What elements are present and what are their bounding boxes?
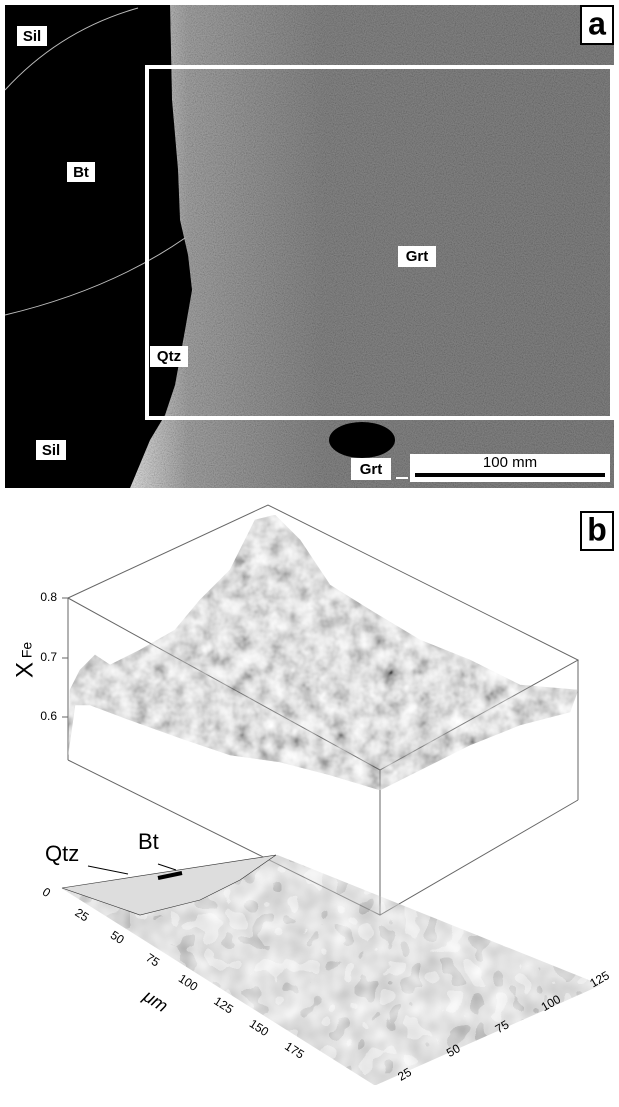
x-tick-label: 50 bbox=[108, 928, 127, 947]
annotation: Qtz bbox=[45, 841, 79, 866]
z-tick-label: 0.7 bbox=[40, 650, 57, 664]
panel-a: a Sil Bt Grt Qtz Sil Grt 100 mm bbox=[5, 5, 614, 488]
x-tick-label: 150 bbox=[247, 1016, 272, 1039]
annotation: Bt bbox=[138, 829, 159, 854]
mineral-label: Grt bbox=[360, 461, 383, 478]
page: {"panel_a": {"label": "a", "minerals": [… bbox=[0, 0, 619, 1107]
panel-label: b bbox=[587, 511, 607, 547]
figure: a Sil Bt Grt Qtz Sil Grt 100 mm b bbox=[0, 0, 619, 1107]
panel-b: b Qtz Bt X Fe μm 0.6 0.7 0.8 0 25 50 75 100 125 1… bbox=[11, 505, 613, 1085]
x-tick-label: 125 bbox=[211, 994, 236, 1017]
leader-line bbox=[88, 866, 128, 874]
mineral-label: Sil bbox=[23, 28, 41, 45]
axis-unit: μm bbox=[139, 985, 172, 1016]
mineral-label: Sil bbox=[42, 442, 60, 459]
leader-line bbox=[158, 864, 176, 870]
axis-subscript: Fe bbox=[19, 642, 35, 659]
x-tick-label: 100 bbox=[176, 971, 201, 994]
x-tick-label: 0 bbox=[40, 885, 53, 901]
x-tick-label: 25 bbox=[72, 905, 91, 924]
panel-label: a bbox=[588, 5, 606, 41]
z-tick-label: 0.6 bbox=[40, 709, 57, 723]
mineral-label: Grt bbox=[406, 248, 429, 265]
surface-plot bbox=[68, 515, 578, 790]
mineral-label: Bt bbox=[73, 164, 89, 181]
inclusion bbox=[329, 422, 395, 458]
garnet-region bbox=[130, 5, 614, 488]
mineral-label: Qtz bbox=[157, 348, 181, 365]
x-tick-label: 75 bbox=[143, 951, 162, 970]
axis-symbol: X bbox=[11, 662, 38, 678]
x-tick-label: 175 bbox=[282, 1039, 307, 1062]
scale-bar-label: 100 mm bbox=[483, 454, 537, 471]
z-tick-label: 0.8 bbox=[40, 590, 57, 604]
